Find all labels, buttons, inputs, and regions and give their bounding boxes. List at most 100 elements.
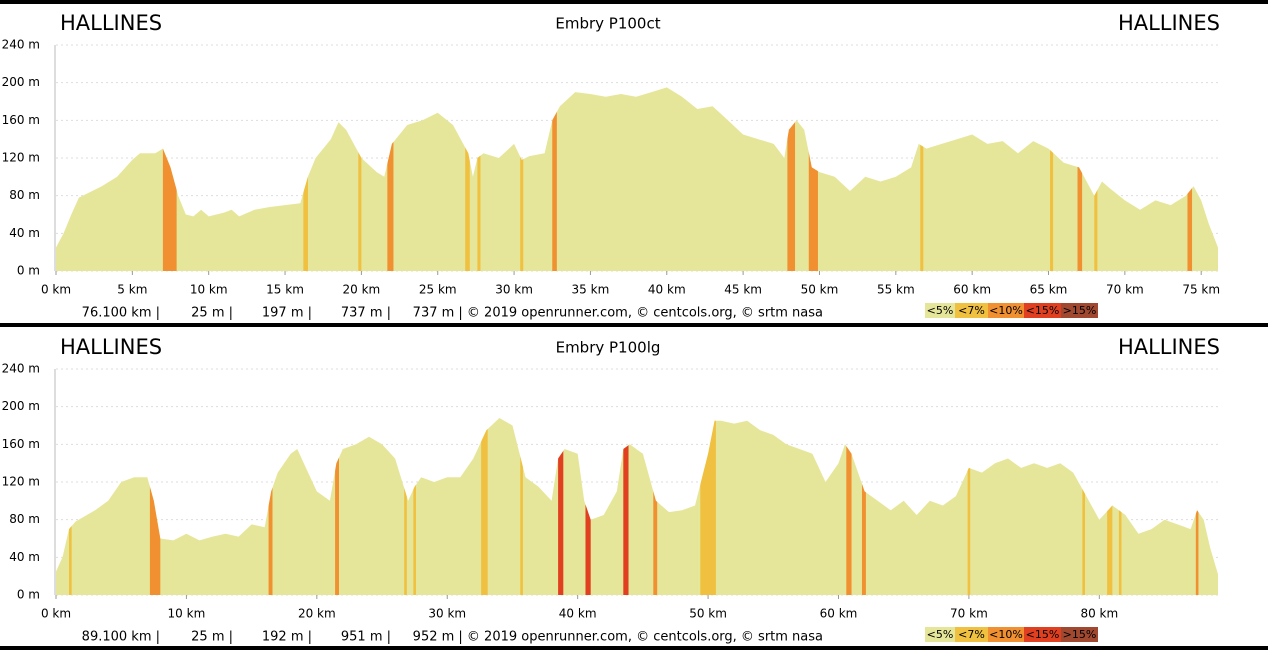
y-tick-label: 120 m [2, 151, 40, 165]
chart-title: Embry P100lg [556, 339, 661, 357]
slope-band [846, 418, 852, 595]
legend-swatch [1024, 303, 1061, 318]
stat: 89.100 km | [82, 630, 160, 645]
legend-swatch [988, 303, 1024, 318]
x-tick-label: 20 km [298, 607, 336, 621]
slope-band [623, 418, 629, 595]
y-tick-label: 0 m [17, 264, 40, 278]
legend-label: <5% [927, 304, 954, 317]
stat: 737 m | © 2019 openrunner.com, © centcol… [413, 306, 823, 321]
x-tick-label: 5 km [117, 283, 147, 297]
x-tick-label: 60 km [953, 283, 991, 297]
slope-band [465, 87, 470, 271]
elevation-area [56, 418, 1218, 595]
slope-band [268, 418, 273, 595]
start-label: HALLINES [60, 11, 162, 35]
legend-label: >15% [1063, 304, 1097, 317]
legend-label: >15% [1063, 628, 1097, 641]
top-border [0, 0, 1268, 4]
slope-band [477, 87, 481, 271]
y-tick-label: 200 m [2, 399, 40, 413]
legend-swatch [925, 627, 955, 642]
y-tick-label: 80 m [9, 512, 40, 526]
x-tick-label: 70 km [1106, 283, 1144, 297]
chart-title: Embry P100ct [555, 15, 660, 33]
y-tick-label: 160 m [2, 437, 40, 451]
x-tick-label: 10 km [190, 283, 228, 297]
slope-band [967, 418, 971, 595]
y-tick-label: 120 m [2, 475, 40, 489]
stat: 951 m | [341, 630, 391, 645]
slope-band [808, 87, 818, 271]
slope-band [1050, 87, 1054, 271]
stat: 737 m | [341, 306, 391, 321]
y-tick-label: 240 m [2, 362, 40, 376]
y-tick-label: 160 m [2, 113, 40, 127]
x-tick-label: 70 km [950, 607, 988, 621]
slope-band [358, 87, 362, 271]
slope-band [387, 87, 394, 271]
x-tick-label: 0 km [41, 283, 71, 297]
slope-band [552, 87, 557, 271]
legend-swatch [955, 627, 988, 642]
legend-label: <10% [989, 628, 1023, 641]
x-tick-label: 30 km [428, 607, 466, 621]
x-tick-label: 45 km [724, 283, 762, 297]
legend-swatch [1024, 627, 1061, 642]
slope-band [413, 418, 416, 595]
end-label: HALLINES [1118, 11, 1220, 35]
x-tick-label: 25 km [419, 283, 457, 297]
x-tick-label: 60 km [820, 607, 858, 621]
slope-band [700, 418, 716, 595]
x-tick-label: 10 km [168, 607, 206, 621]
stat: 197 m | [262, 306, 312, 321]
x-tick-label: 40 km [559, 607, 597, 621]
y-tick-label: 200 m [2, 75, 40, 89]
end-label: HALLINES [1118, 335, 1220, 359]
x-tick-label: 75 km [1182, 283, 1220, 297]
slope-band [1082, 418, 1085, 595]
legend-label: <7% [958, 304, 985, 317]
profile-chart: HALLINES Embry P100lg HALLINES 0 m 40 m 80 m 1… [2, 335, 1220, 645]
stat: 952 m | © 2019 openrunner.com, © centcol… [413, 630, 823, 645]
slope-band [404, 418, 407, 595]
stat: 25 m | [191, 306, 233, 321]
slope-band [1077, 87, 1083, 271]
stat: 192 m | [262, 630, 312, 645]
x-tick-label: 0 km [41, 607, 71, 621]
x-tick-label: 50 km [689, 607, 727, 621]
legend-swatch [1061, 303, 1098, 318]
y-tick-label: 240 m [2, 38, 40, 52]
elevation-area [56, 87, 1218, 272]
legend-label: <5% [927, 628, 954, 641]
start-label: HALLINES [60, 335, 162, 359]
legend-label: <15% [1026, 304, 1060, 317]
legend-label: <7% [958, 628, 985, 641]
x-tick-label: 30 km [495, 283, 533, 297]
y-tick-label: 0 m [17, 588, 40, 602]
x-tick-label: 55 km [877, 283, 915, 297]
x-tick-label: 40 km [648, 283, 686, 297]
x-tick-label: 65 km [1030, 283, 1068, 297]
profile-chart: HALLINES Embry P100ct HALLINES 0 m 40 m 80 m 1… [2, 11, 1220, 321]
slope-band [520, 87, 524, 271]
slope-band [653, 418, 658, 595]
slope-band [861, 418, 866, 595]
legend-swatch [955, 303, 988, 318]
y-tick-label: 80 m [9, 188, 40, 202]
legend-label: <10% [989, 304, 1023, 317]
slope-band [162, 87, 177, 271]
slope-band [481, 418, 488, 595]
slope-band [920, 87, 924, 271]
y-tick-label: 40 m [9, 226, 40, 240]
x-tick-label: 35 km [572, 283, 610, 297]
legend-swatch [988, 627, 1024, 642]
stat: 76.100 km | [82, 306, 160, 321]
y-tick-label: 40 m [9, 550, 40, 564]
separator [0, 323, 1268, 327]
bottom-border [0, 646, 1268, 650]
slope-band [335, 418, 340, 595]
legend-swatch [1061, 627, 1098, 642]
legend-swatch [925, 303, 955, 318]
